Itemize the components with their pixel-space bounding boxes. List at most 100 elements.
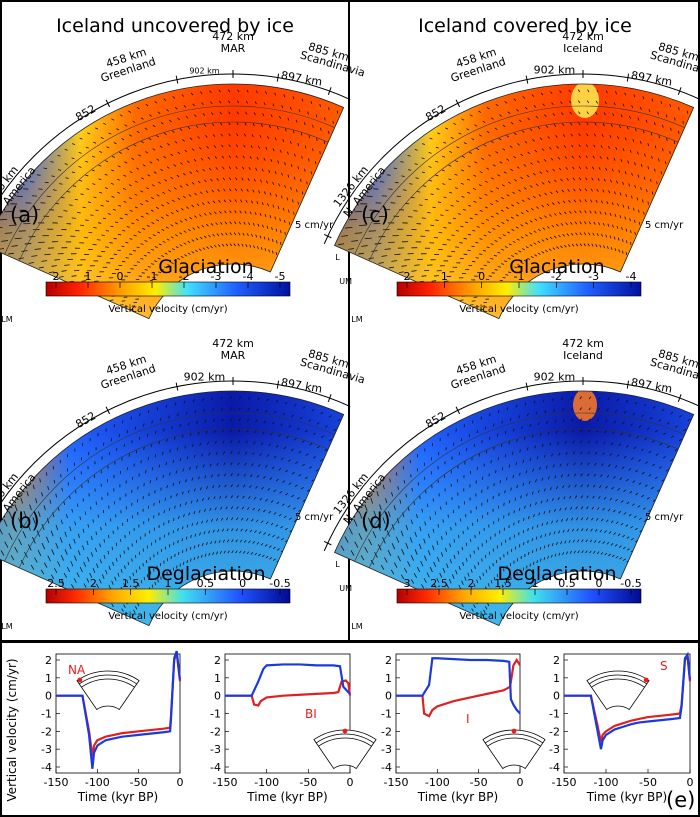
arrow: [259, 453, 262, 456]
arrow: [240, 199, 243, 203]
arrow: [576, 539, 580, 543]
arrow: [110, 225, 114, 228]
center-name-label: Iceland: [563, 42, 603, 55]
arrow: [594, 451, 598, 455]
arrow: [148, 237, 152, 239]
arrow: [195, 169, 199, 173]
arrow: [29, 181, 35, 183]
arrow: [634, 162, 636, 166]
y-tick-label: -1: [210, 708, 221, 721]
arrow: [380, 564, 385, 570]
arrow: [358, 252, 364, 255]
arrow: [562, 134, 566, 137]
arrow: [591, 506, 595, 510]
arrow: [122, 229, 126, 232]
arrow: [630, 230, 632, 234]
arrow: [218, 199, 221, 203]
arrow: [170, 236, 174, 239]
arrow: [221, 528, 225, 532]
scale-a: 5 cm/yr: [295, 220, 334, 231]
arrow: [411, 270, 417, 272]
arrow: [512, 428, 515, 432]
colorbar-tick-label: 2: [468, 577, 475, 590]
arrow: [218, 539, 221, 544]
arrow: [486, 107, 490, 110]
arrow: [643, 438, 647, 441]
arrow: [527, 528, 529, 532]
arrow: [112, 208, 116, 211]
arrow: [390, 569, 395, 575]
arrow: [397, 486, 399, 490]
arrow: [230, 506, 234, 510]
arrow: [578, 133, 581, 137]
arrow: [193, 454, 196, 458]
arrow: [270, 158, 273, 163]
arrow: [157, 181, 161, 184]
arrow: [166, 238, 170, 241]
arrow: [123, 583, 126, 588]
arrow: [514, 252, 518, 255]
arrow: [495, 212, 499, 215]
arrow: [643, 211, 645, 215]
arrow: [531, 94, 535, 97]
arrow: [401, 548, 405, 556]
arrow: [377, 524, 381, 531]
km852-label: 852: [73, 102, 98, 124]
arrow: [495, 470, 497, 474]
arrow: [549, 146, 552, 150]
arrow: [441, 169, 445, 172]
arrow: [517, 143, 520, 146]
arrow: [217, 473, 220, 477]
site-marker: [77, 677, 83, 683]
arrow: [634, 128, 637, 132]
title-left: Iceland uncovered by ice: [56, 15, 294, 37]
arrow: [140, 580, 143, 584]
arrow: [540, 92, 544, 96]
arrow: [508, 464, 511, 468]
x-tick-label: -100: [594, 776, 619, 789]
arrow: [578, 177, 582, 181]
arrow: [187, 252, 191, 255]
arrow: [504, 454, 507, 458]
arrow: [259, 134, 262, 138]
inset-sector: [586, 670, 650, 711]
arrow: [655, 453, 659, 456]
arrow: [627, 160, 630, 164]
arrow: [587, 89, 590, 93]
arrow: [278, 434, 281, 437]
arrow: [140, 117, 144, 120]
arrow: [571, 243, 575, 247]
arrow: [150, 443, 153, 448]
label-arc: [0, 380, 351, 506]
arrow: [64, 264, 70, 266]
arrow: [564, 540, 567, 544]
arrow: [479, 576, 482, 580]
arrow: [364, 504, 368, 512]
arrow: [186, 160, 190, 164]
arrow: [173, 517, 175, 522]
arrow: [586, 506, 589, 510]
arrow: [551, 543, 554, 547]
arrow: [86, 540, 89, 545]
arrow: [493, 254, 497, 257]
arrow: [206, 519, 208, 523]
arrow: [147, 174, 151, 177]
arrow: [160, 487, 162, 491]
arrow: [223, 550, 226, 554]
arrow: [72, 185, 77, 187]
arrow: [95, 209, 99, 212]
arrow: [560, 541, 563, 545]
arrow: [449, 543, 451, 548]
arrow: [129, 171, 133, 174]
arrow: [584, 188, 588, 192]
arrow: [595, 518, 599, 521]
arrow: [614, 465, 618, 468]
arrow: [601, 233, 604, 237]
arrow: [481, 613, 484, 617]
arrow: [481, 440, 483, 444]
arrow: [626, 501, 630, 505]
arrow: [613, 157, 616, 161]
arrow: [621, 238, 624, 242]
arrow: [0, 226, 3, 229]
arrow: [556, 519, 558, 523]
